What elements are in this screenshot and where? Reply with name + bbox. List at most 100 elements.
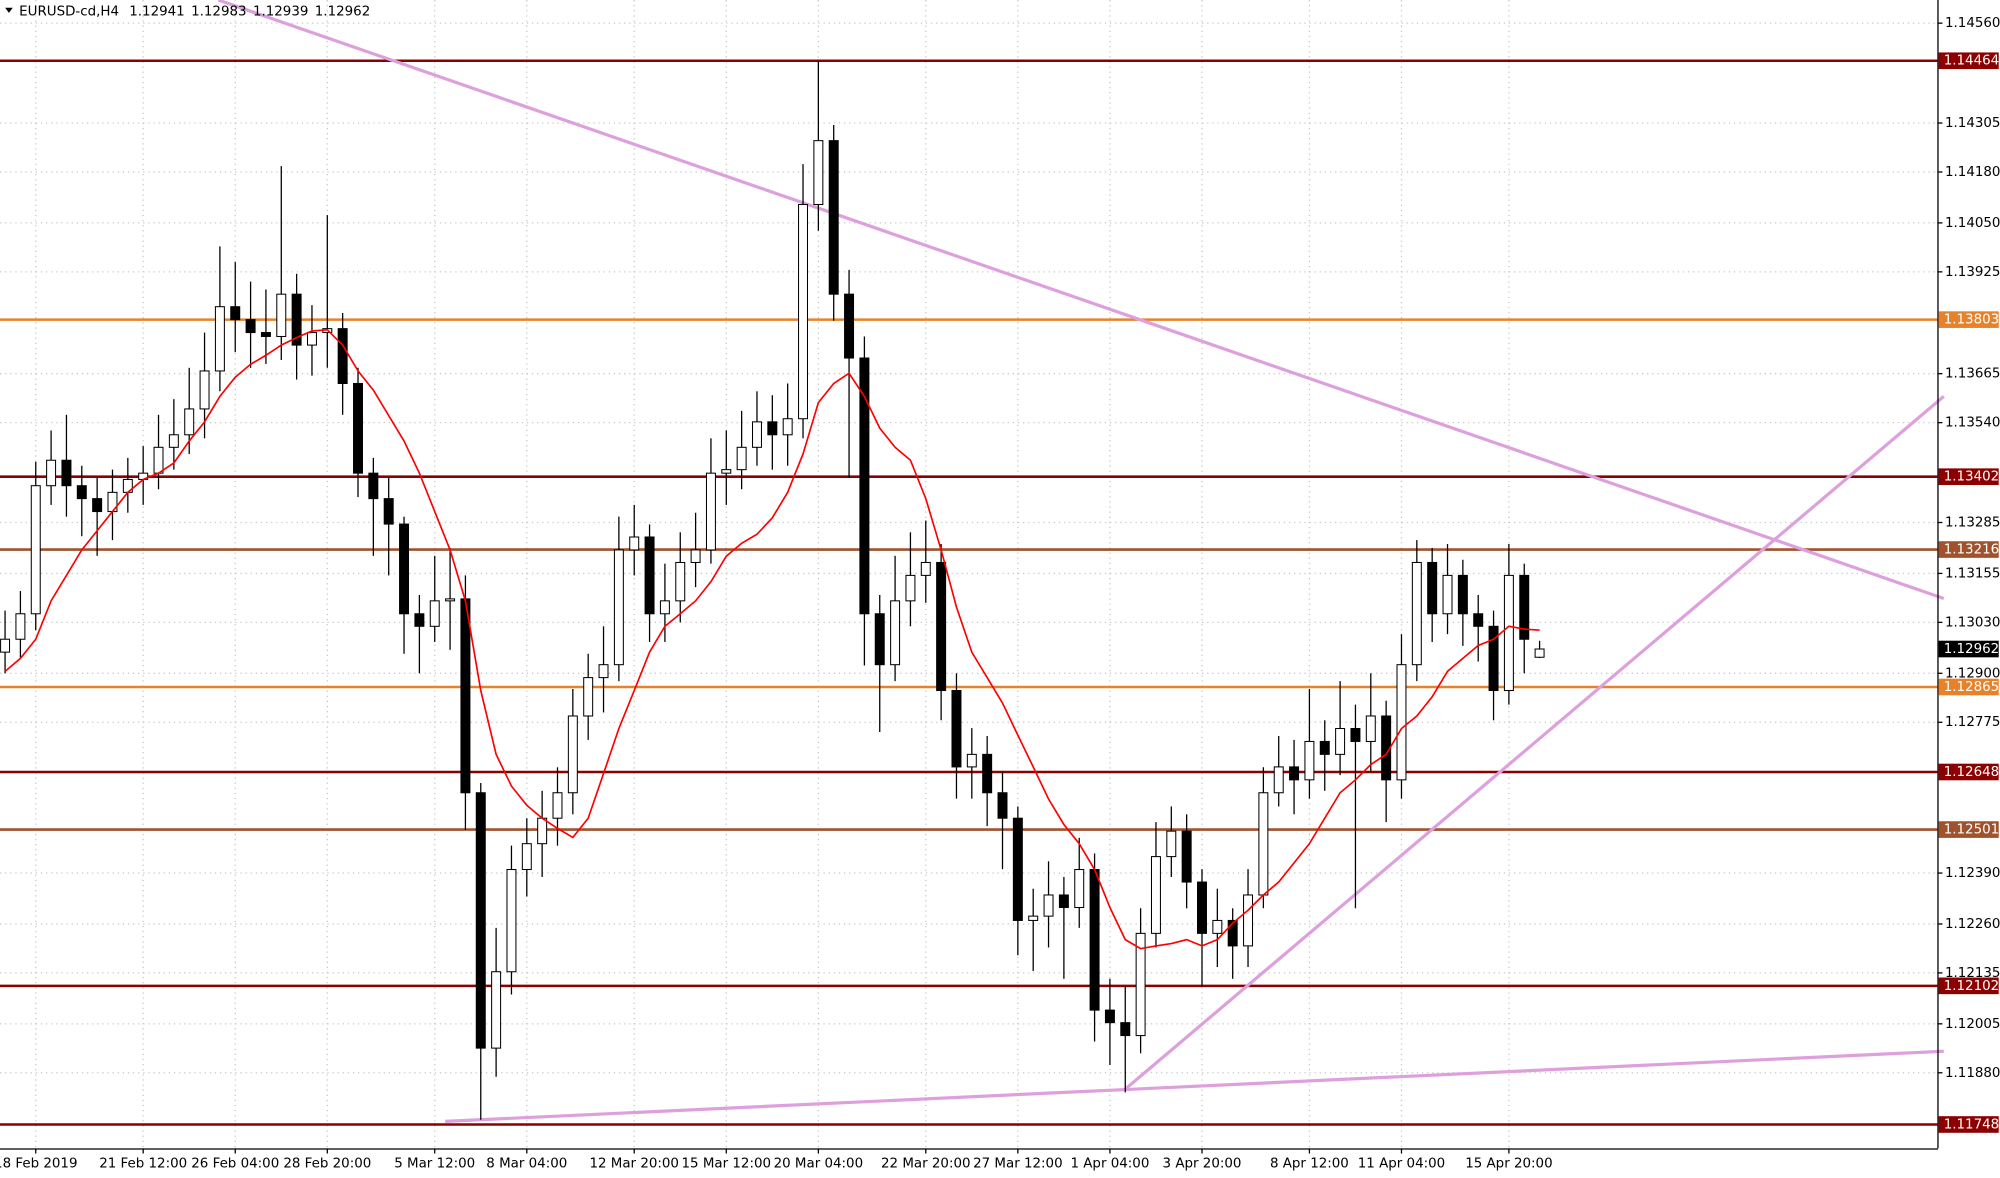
high-value: 1.12983 [191,5,246,20]
level-label: 1.13216 [1944,543,1999,558]
last-price-label: 1.12962 [1944,642,1999,657]
candle-body [1289,766,1300,781]
level-tag [1938,678,1999,696]
candle-body [982,753,993,794]
level-label: 1.12865 [1944,680,1999,695]
symbol: EURUSD-cd,H4 [19,5,119,20]
candle-body [92,498,103,513]
candle-body [521,843,532,871]
x-tick-label: 21 Feb 12:00 [99,1157,187,1172]
candle-body [1089,869,1100,1011]
menu-arrow[interactable] [5,7,13,13]
candle-body [1120,1022,1131,1037]
level-tag [1938,52,1999,70]
level-tag [1938,311,1999,328]
candle-body [1304,740,1315,781]
candle-body [429,600,440,627]
candle-body [721,469,732,474]
candle-body [399,523,410,615]
candle-body [613,549,624,666]
level-tag [1938,1116,1999,1133]
last-price-tag [1938,640,1999,658]
level-label: 1.13803 [1944,313,1999,328]
candle-body [306,332,317,346]
candle-body [383,498,394,525]
candle-body [1012,817,1023,921]
y-tick-label: 1.12775 [1945,715,2000,730]
candle-body [445,598,456,602]
x-tick-label: 15 Apr 20:00 [1465,1157,1552,1172]
candle-body [230,306,241,321]
x-tick-label: 15 Mar 12:00 [682,1157,772,1172]
candle-body [1166,830,1177,858]
candle-body [583,677,594,717]
candle-body [1503,574,1514,692]
candle-body [782,418,793,436]
candle-body [184,408,195,436]
y-tick-label: 1.12260 [1945,917,2000,932]
level-label: 1.12648 [1944,765,1999,780]
close-value: 1.12962 [315,5,370,20]
candle-body [1243,894,1254,947]
x-tick-label: 26 Feb 04:00 [191,1157,279,1172]
x-tick-label: 3 Apr 20:00 [1163,1157,1242,1172]
level-tag [1938,763,1999,781]
candle-body [1227,919,1238,947]
candle-body [1519,574,1530,640]
candle-body [966,753,977,768]
y-tick-label: 1.13665 [1945,367,2000,382]
candle-body [1350,728,1361,742]
level-tag [1938,821,1999,838]
candle-body [736,446,747,471]
candle-body [214,306,225,372]
candle-body [1427,561,1438,615]
trendline [445,1049,1944,1123]
candle-body [951,690,962,768]
candle-body [260,332,271,337]
candle-body [1150,856,1161,934]
candle-body [552,792,563,819]
y-tick-label: 1.12005 [1945,1017,2000,1032]
level-label: 1.13402 [1944,470,1999,485]
candle-body [46,459,57,487]
candle-body [1411,561,1422,666]
level-tag [1938,541,1999,558]
x-tick-label: 8 Apr 12:00 [1270,1157,1349,1172]
plot [0,0,1945,1126]
low-value: 1.12939 [253,5,308,20]
candle-body [1104,1009,1115,1024]
y-tick-label: 1.12900 [1945,666,2000,681]
level-label: 1.14464 [1944,54,1999,69]
candle-body [567,715,578,794]
x-tick-label: 22 Mar 20:00 [881,1157,971,1172]
x-tick-label: 5 Mar 12:00 [394,1157,475,1172]
candle-body [798,203,809,420]
candle-body [905,574,916,602]
trendline [1125,395,1945,1090]
candle-body [353,382,363,474]
candle-body [751,421,762,448]
level-tag [1938,977,1999,995]
level-label: 1.11748 [1944,1117,1999,1132]
candle-body [1534,648,1545,658]
candle-body [1473,613,1484,627]
candle-body [61,459,72,487]
y-tick-label: 1.14305 [1945,116,2000,131]
x-tick-label: 18 Feb 2019 [0,1157,77,1172]
candle-body [813,140,824,205]
candle-body [1043,894,1054,917]
candle-body [659,600,670,615]
y-tick-label: 1.14050 [1945,216,2000,231]
x-tick-label: 8 Mar 04:00 [486,1157,567,1172]
candle-body [1212,919,1223,934]
candle-body [1181,830,1192,883]
candle-body [368,472,379,500]
y-tick-label: 1.14560 [1945,16,2000,31]
y-tick-label: 1.13285 [1945,516,2000,531]
candle-body [629,536,640,551]
candle-body [1258,792,1269,896]
candle-body [1197,881,1207,934]
candle-body [705,472,716,551]
candle-body [890,600,901,666]
candle-body [675,561,686,602]
